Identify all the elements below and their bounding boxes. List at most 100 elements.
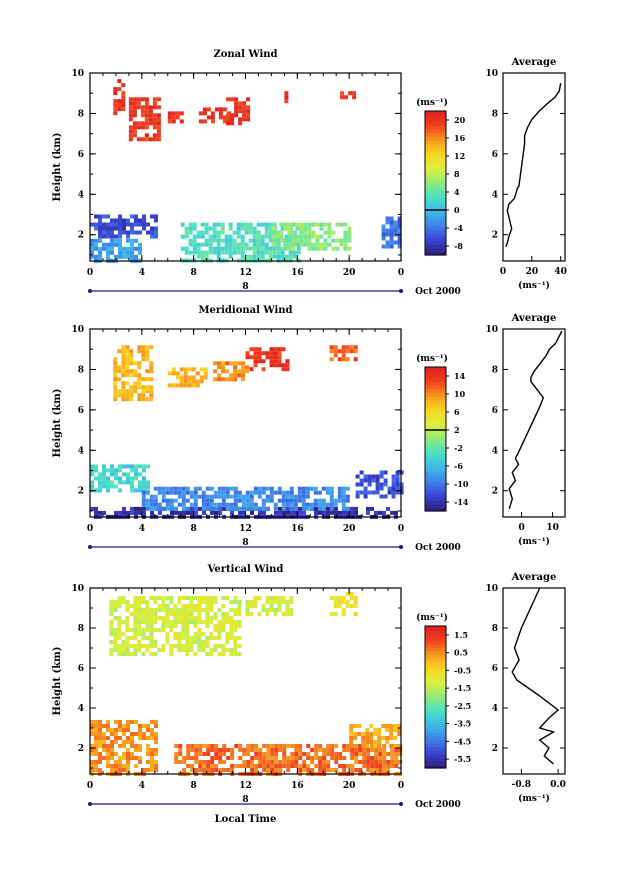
data-cell	[281, 596, 286, 600]
data-cell	[209, 498, 214, 503]
colorbar-swatch	[425, 697, 446, 702]
data-cell	[130, 242, 134, 247]
colorbar-swatch	[425, 168, 446, 173]
data-cell	[348, 91, 353, 96]
y-tick-label: 2	[78, 744, 84, 754]
data-cell	[282, 510, 286, 515]
data-cell	[385, 240, 390, 245]
colorbar-swatch	[425, 233, 446, 238]
data-cell	[343, 234, 348, 239]
data-cell	[229, 620, 234, 624]
data-cell	[198, 768, 203, 772]
data-cell	[194, 748, 199, 752]
data-cell	[291, 222, 296, 227]
x-tick-label: 12	[239, 524, 252, 534]
data-cell	[245, 490, 250, 495]
data-cell	[197, 648, 202, 652]
y-tick-label: 8	[78, 109, 84, 119]
data-cell	[397, 724, 402, 728]
data-cell	[138, 464, 142, 469]
data-cell	[141, 357, 146, 362]
data-cell	[318, 768, 323, 772]
data-cell	[177, 596, 182, 600]
data-cell	[225, 648, 230, 652]
data-cell	[258, 510, 262, 515]
data-cell	[307, 242, 312, 247]
data-cell	[358, 744, 363, 748]
data-cell	[318, 760, 323, 764]
data-cell	[138, 724, 142, 728]
data-cell	[337, 490, 342, 495]
data-cell	[242, 764, 247, 768]
data-cell	[193, 632, 198, 636]
data-cell	[138, 250, 142, 255]
data-cell	[318, 510, 322, 515]
data-cell	[136, 121, 141, 126]
data-cell	[233, 506, 238, 511]
data-cell	[285, 359, 290, 364]
data-cell	[334, 752, 339, 756]
data-cells	[90, 345, 404, 519]
data-cell	[221, 498, 226, 503]
data-cell	[386, 764, 391, 768]
data-cell	[202, 119, 207, 124]
data-cell	[248, 246, 253, 251]
data-cell	[128, 97, 133, 102]
data-cell	[201, 490, 206, 495]
data-cell	[90, 222, 94, 227]
data-cell	[118, 510, 122, 515]
colorbar-swatch	[425, 229, 446, 234]
data-cell	[130, 476, 134, 481]
data-cell	[294, 744, 299, 748]
data-cell	[165, 612, 170, 616]
data-cell	[118, 476, 122, 481]
data-cell	[216, 238, 221, 243]
colorbar-swatch	[425, 118, 446, 123]
data-cell	[121, 385, 126, 390]
data-cell	[391, 490, 396, 495]
data-cell	[248, 238, 253, 243]
data-cell	[126, 760, 130, 764]
data-cell	[154, 218, 158, 223]
data-cell	[366, 748, 371, 752]
data-cell	[353, 612, 358, 616]
data-cell	[117, 87, 122, 92]
data-cell	[261, 502, 266, 507]
data-cell	[355, 494, 360, 499]
colorbar-swatch	[425, 633, 446, 638]
colorbar-swatch	[425, 460, 446, 465]
data-cell	[394, 752, 399, 756]
data-cell	[205, 608, 210, 612]
data-cell	[289, 506, 294, 511]
data-cell	[122, 768, 126, 772]
data-cell	[186, 764, 191, 768]
data-cell	[90, 748, 94, 752]
data-cell	[94, 768, 98, 772]
data-cell	[205, 640, 210, 644]
data-cell	[146, 480, 150, 485]
data-cell	[141, 345, 146, 350]
data-cell	[195, 371, 200, 376]
data-cell	[98, 218, 102, 223]
data-cell	[345, 506, 350, 511]
colorbar-swatch	[425, 111, 446, 116]
colorbar-swatch	[425, 503, 446, 508]
data-cell	[216, 246, 221, 251]
data-cell	[154, 760, 158, 764]
data-cell	[359, 490, 364, 495]
data-cell	[353, 732, 358, 736]
data-cell	[381, 228, 386, 233]
data-cell	[301, 506, 306, 511]
data-cell	[161, 486, 166, 491]
data-cell	[153, 494, 158, 499]
data-cell	[156, 117, 161, 122]
data-cell	[245, 351, 250, 356]
data-cell	[299, 222, 304, 227]
data-cell	[226, 121, 231, 126]
data-cell	[350, 510, 354, 515]
colorbar-swatch	[425, 136, 446, 141]
date-marker: 8	[242, 795, 248, 805]
data-cell	[229, 361, 234, 366]
data-cell	[113, 604, 118, 608]
data-cell	[126, 768, 130, 772]
